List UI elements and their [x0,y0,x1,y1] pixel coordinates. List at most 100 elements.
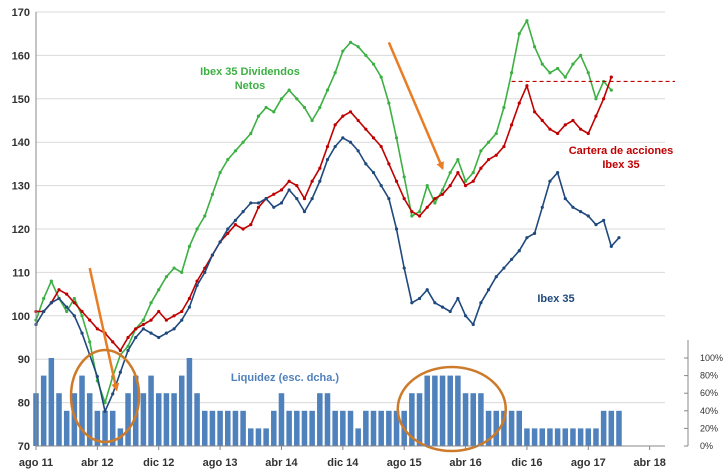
series-2-point-44 [371,170,376,175]
series-2-point-21 [195,283,199,288]
series-0-point-32 [279,97,284,101]
liquidity-bar-68 [554,428,561,446]
series-0-point-18 [172,266,176,270]
series-0-point-45 [379,75,383,79]
series-0-point-59 [486,140,491,144]
series-0-point-19 [180,270,184,274]
series-0-point-1 [42,296,46,301]
x-tick-4: abr 14 [265,457,298,469]
series-0-point-35 [302,105,307,110]
series-2-point-25 [226,227,230,231]
liquidity-bar-53 [439,375,446,446]
liquidity-bar-14 [140,393,147,446]
series-2-point-60 [494,275,498,279]
series-1-point-19 [180,309,184,314]
series-2-point-74 [602,218,606,222]
liquidity-bar-12 [125,393,131,446]
liquidity-bar-8 [94,410,101,446]
series-0-point-30 [264,105,268,110]
series-2-point-24 [218,240,222,244]
series-1-point-21 [195,279,199,283]
series-2-point-66 [540,205,544,209]
series-2-point-27 [241,210,245,214]
series-0-point-27 [241,140,245,144]
series-0-point-38 [325,88,330,92]
series-2-point-68 [556,170,560,175]
series-0-point-70 [571,62,575,66]
series-2-point-32 [279,201,284,205]
liquidity-bar-56 [462,393,469,446]
x-tick-10: abr 18 [633,457,665,469]
series-2-point-11 [118,370,122,374]
series-0-point-60 [494,131,498,136]
series-1-point-63 [517,101,521,105]
series-1-point-8 [95,327,99,331]
series-1-point-3 [57,288,61,292]
series-2-point-34 [295,197,299,201]
liquidity-bar-28 [248,428,254,446]
series-1-point-43 [364,127,368,131]
liquidity-bar-67 [547,428,553,446]
series-0-point-72 [586,71,590,75]
series-0-point-4 [65,309,69,314]
y2-tick-4: 80% [700,371,718,381]
series-2-point-56 [463,314,468,318]
series-0-point-51 [425,184,429,188]
series-0-point-55 [456,157,460,162]
series-1-point-72 [586,131,590,136]
series-1-point-60 [494,153,498,157]
series-1-point-73 [594,114,598,118]
x-tick-1: abr 12 [81,457,113,469]
series-0-point-15 [149,301,153,305]
series-2-point-70 [571,205,575,209]
series-2-point-13 [134,335,138,340]
liquidity-bar-3 [56,393,62,446]
series-1-point-11 [118,348,122,353]
series-0-point-31 [272,110,276,114]
series-0-point-49 [410,214,414,218]
series-1-point-57 [471,179,475,183]
label-dividendos-line2: Netos [235,80,266,92]
x-tick-3: ago 13 [203,457,238,469]
series-1-point-67 [548,127,552,131]
series-2-point-1 [42,309,46,314]
series-1-point-40 [341,114,345,118]
series-1-point-28 [249,223,253,227]
series-2-point-58 [479,301,483,305]
series-2-point-38 [325,157,330,162]
liquidity-bar-2 [48,358,55,446]
liquidity-bar-74 [600,410,607,446]
series-2-point-20 [187,305,192,309]
series-1-point-38 [325,144,330,149]
y-tick-120: 120 [12,224,30,236]
series-0-point-61 [502,105,506,110]
y-tick-130: 130 [12,181,30,193]
y2-tick-5: 100% [700,353,723,363]
liquidity-bar-24 [217,410,223,446]
label-dividendos-line1: Ibex 35 Dividendos [200,66,300,78]
series-1-point-31 [272,192,276,196]
series-1-point-4 [65,292,69,296]
liquidity-bar-54 [447,375,453,446]
liquidity-bar-40 [340,410,346,446]
liquidity-bar-49 [409,393,415,446]
series-2-point-18 [172,327,176,331]
series-1-point-49 [410,210,414,214]
series-0-point-7 [88,340,92,344]
liquidity-bar-45 [378,410,384,446]
series-1-point-16 [157,309,161,314]
y2-tick-0: 0% [700,441,713,451]
series-0-point-20 [187,244,192,248]
series-1-point-15 [149,318,153,322]
series-1-point-47 [394,179,399,183]
series-0-point-24 [218,170,222,175]
series-2-point-71 [579,210,583,214]
liquidity-bar-5 [71,393,78,446]
liquidity-bar-55 [455,375,461,446]
series-1-point-71 [579,127,583,131]
liquidity-bar-66 [539,428,546,446]
series-2-point-63 [517,249,521,253]
series-0-point-63 [517,32,521,36]
series-0-point-25 [226,157,230,162]
liquidity-bar-69 [562,428,569,446]
